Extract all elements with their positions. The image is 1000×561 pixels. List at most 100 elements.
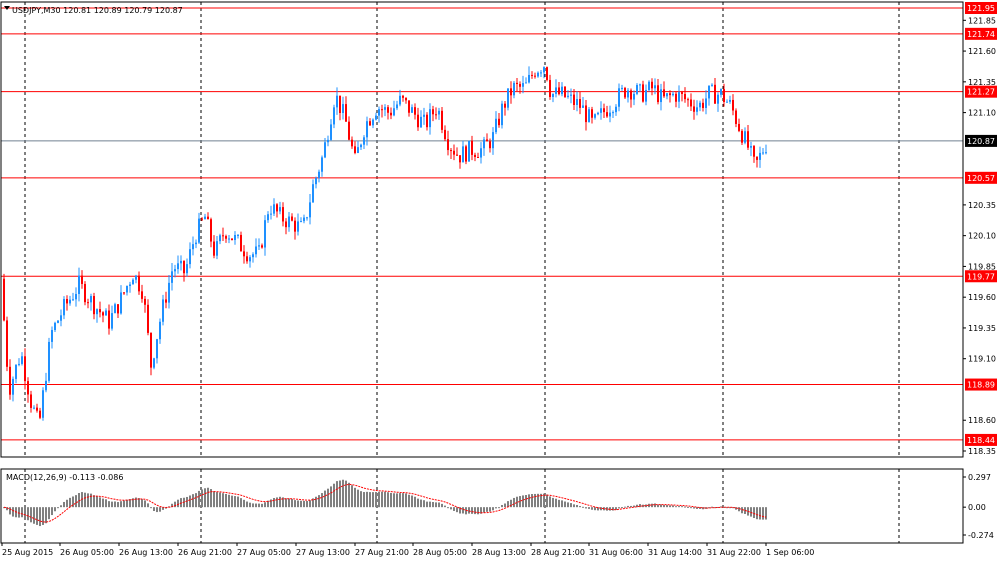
macd-histogram-bar — [330, 486, 332, 508]
bear-candle-body — [36, 407, 38, 411]
macd-histogram-bar — [750, 507, 752, 517]
macd-histogram-bar — [36, 507, 38, 525]
macd-histogram-bar — [444, 505, 446, 508]
macd-histogram-bar — [513, 497, 515, 508]
macd-histogram-bar — [393, 493, 395, 508]
x-tick-label: 27 Aug 05:00 — [237, 548, 291, 557]
macd-histogram-bar — [720, 506, 722, 508]
macd-histogram-bar — [78, 493, 80, 508]
bull-candle-body — [705, 98, 707, 108]
bear-candle-body — [603, 108, 605, 113]
bear-candle-body — [624, 87, 626, 98]
bear-candle-body — [642, 84, 644, 102]
macd-histogram-bar — [204, 488, 206, 508]
bull-candle-body — [525, 82, 527, 84]
bear-candle-body — [432, 109, 434, 115]
bear-candle-body — [27, 381, 29, 395]
macd-histogram-bar — [414, 496, 416, 508]
macd-histogram-bar — [585, 507, 587, 509]
macd-histogram-bar — [48, 507, 50, 520]
macd-histogram-bar — [39, 507, 41, 527]
bear-candle-body — [498, 118, 500, 126]
y-tick-label: 121.60 — [968, 47, 996, 56]
bull-candle-body — [255, 246, 257, 255]
macd-histogram-bar — [672, 505, 674, 508]
macd-histogram-bar — [624, 506, 626, 508]
bear-candle-body — [681, 92, 683, 94]
bull-candle-body — [321, 157, 323, 172]
macd-histogram-bar — [345, 480, 347, 508]
bull-candle-body — [483, 139, 485, 149]
level-price-label: 121.27 — [967, 88, 995, 97]
macd-histogram-bar — [765, 507, 767, 520]
macd-histogram-bar — [246, 501, 248, 508]
macd-histogram-bar — [213, 491, 215, 508]
macd-histogram-bar — [459, 507, 461, 514]
macd-histogram-bar — [693, 507, 695, 509]
macd-histogram-bar — [711, 506, 713, 508]
dropdown-arrow-icon[interactable] — [4, 6, 10, 10]
macd-histogram-bar — [192, 494, 194, 508]
macd-histogram-bar — [342, 479, 344, 508]
bear-candle-body — [201, 218, 203, 220]
bear-candle-body — [123, 292, 125, 294]
macd-histogram-bar — [156, 507, 158, 513]
macd-histogram-bar — [144, 500, 146, 508]
macd-histogram-bar — [678, 506, 680, 508]
macd-histogram-bar — [252, 503, 254, 508]
bull-candle-body — [438, 110, 440, 115]
bear-candle-body — [606, 112, 608, 117]
bull-candle-body — [237, 234, 239, 236]
bear-candle-body — [690, 99, 692, 107]
macd-histogram-bar — [417, 498, 419, 508]
macd-histogram-bar — [267, 500, 269, 508]
x-tick-label: 26 Aug 13:00 — [119, 548, 173, 557]
macd-histogram-bar — [621, 507, 623, 509]
bull-candle-body — [570, 94, 572, 96]
y-tick-label: 118.35 — [968, 447, 996, 456]
macd-histogram-bar — [162, 507, 164, 510]
macd-histogram-bar — [321, 493, 323, 508]
x-tick-label: 28 Aug 13:00 — [472, 548, 526, 557]
bull-candle-body — [192, 244, 194, 250]
bull-candle-body — [645, 90, 647, 102]
bull-candle-body — [336, 95, 338, 108]
bull-candle-body — [171, 271, 173, 283]
bull-candle-body — [618, 88, 620, 107]
macd-histogram-bar — [477, 507, 479, 515]
bull-candle-body — [648, 81, 650, 91]
macd-histogram-bar — [231, 495, 233, 508]
bull-candle-body — [228, 238, 230, 240]
macd-histogram-bar — [369, 492, 371, 508]
bull-candle-body — [672, 93, 674, 96]
macd-histogram-bar — [381, 491, 383, 508]
macd-histogram-bar — [687, 506, 689, 508]
macd-histogram-bar — [105, 499, 107, 508]
bear-candle-body — [147, 304, 149, 333]
bear-candle-body — [693, 106, 695, 112]
macd-histogram-bar — [327, 488, 329, 508]
bear-candle-body — [573, 94, 575, 105]
bull-candle-body — [297, 221, 299, 232]
bear-candle-body — [207, 216, 209, 220]
macd-histogram-bar — [471, 507, 473, 514]
macd-histogram-bar — [708, 507, 710, 509]
macd-histogram-bar — [285, 498, 287, 508]
bull-candle-body — [306, 217, 308, 219]
bear-candle-body — [675, 93, 677, 102]
macd-histogram-bar — [627, 505, 629, 508]
macd-histogram-bar — [336, 481, 338, 508]
macd-histogram-bar — [135, 497, 137, 508]
macd-histogram-bar — [741, 507, 743, 514]
macd-histogram-bar — [612, 507, 614, 511]
bear-candle-body — [231, 238, 233, 241]
bear-candle-body — [447, 139, 449, 151]
macd-y-tick-label: 0.00 — [968, 503, 986, 512]
macd-histogram-bar — [606, 507, 608, 511]
bull-candle-body — [543, 67, 545, 73]
last-price-tag — [965, 134, 997, 147]
bull-candle-body — [717, 94, 719, 104]
bear-candle-body — [183, 260, 185, 274]
bull-candle-body — [288, 216, 290, 228]
